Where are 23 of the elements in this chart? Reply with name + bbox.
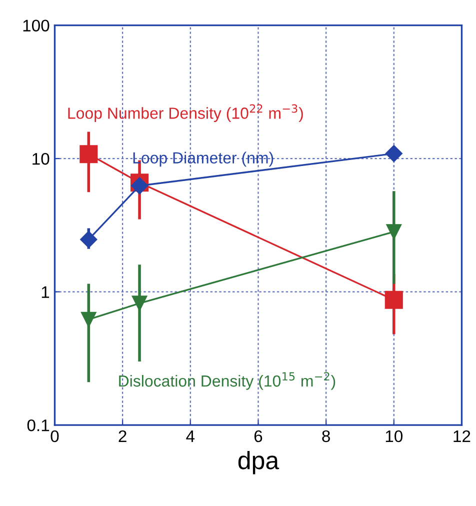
x-tick-label: 0 [50, 430, 59, 442]
point [132, 296, 148, 311]
x-tick-label: 2 [118, 430, 126, 442]
text: Dislocation Density (10$^{15}$ m$^{−2}$) [119, 372, 336, 390]
point [130, 177, 148, 194]
y-tick-label: 100 [23, 20, 50, 32]
x-tick-label: 10 [386, 430, 403, 442]
point [386, 224, 402, 240]
point [385, 145, 402, 162]
series-label: Loop Number Density (10$^{22}$ m$^{−3}$) [68, 104, 303, 122]
point [80, 145, 98, 164]
x-tick-label: 8 [322, 430, 330, 442]
x-axis-title: dpa [238, 450, 280, 474]
x-tick-label: 4 [186, 430, 195, 442]
point [81, 312, 96, 328]
point [384, 290, 403, 309]
x-tick-label: 6 [254, 430, 262, 442]
y-tick-label: 1 [42, 286, 50, 298]
series-label: Loop Diameter (nm) [133, 152, 274, 167]
y-tick-label: 10 [32, 152, 50, 165]
y-tick-label: 0.1 [27, 419, 50, 432]
x-tick-label: 12 [454, 430, 470, 442]
point [80, 230, 98, 248]
